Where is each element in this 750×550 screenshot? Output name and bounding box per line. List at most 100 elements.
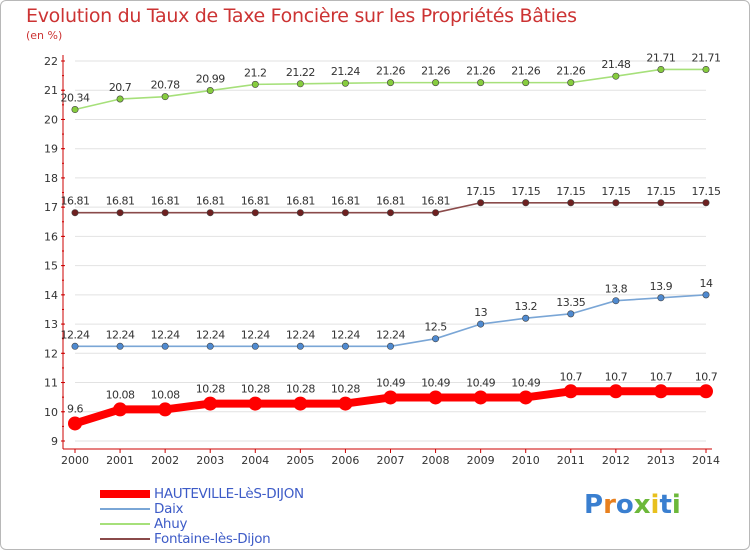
x-tick-label: 2007 (377, 454, 405, 467)
y-tick-label: 22 (44, 55, 58, 68)
data-point (293, 396, 308, 411)
data-label: 17.15 (556, 185, 585, 198)
data-label: 12.24 (196, 328, 225, 341)
y-tick-label: 15 (44, 260, 58, 273)
data-point (206, 209, 214, 217)
data-point (341, 209, 349, 217)
data-label: 16.81 (151, 195, 180, 208)
logo-letter: i (671, 490, 681, 520)
proxiti-logo: Proxiti (584, 490, 681, 520)
data-point (612, 199, 620, 207)
data-label: 20.78 (151, 79, 180, 92)
data-label: 12.24 (286, 328, 315, 341)
data-point (522, 79, 530, 87)
data-label: 16.81 (331, 195, 360, 208)
logo-letter: t (659, 490, 672, 520)
data-point (386, 342, 394, 350)
data-label: 12.24 (331, 328, 360, 341)
data-point (296, 342, 304, 350)
data-point (563, 384, 578, 399)
data-label: 16.81 (196, 195, 225, 208)
data-label: 9.6 (67, 402, 83, 415)
data-label: 13.35 (556, 296, 585, 309)
x-tick-label: 2003 (196, 454, 224, 467)
data-label: 12.24 (376, 328, 405, 341)
data-label: 21.71 (692, 51, 721, 64)
data-point (296, 80, 304, 88)
data-point (251, 342, 259, 350)
data-point (477, 199, 485, 207)
data-point (116, 342, 124, 350)
legend-item-hauteville: HAUTEVILLE-LèS-DIJON (100, 486, 304, 502)
data-label: 20.34 (61, 92, 90, 105)
data-point (567, 310, 575, 318)
data-point (653, 384, 668, 399)
legend-label: Ahuy (154, 515, 188, 532)
data-point (612, 72, 620, 80)
data-label: 16.81 (376, 195, 405, 208)
data-point (477, 79, 485, 87)
data-label: 10.7 (650, 370, 673, 383)
x-tick-label: 2013 (647, 454, 675, 467)
data-label: 16.81 (241, 195, 270, 208)
data-label: 10.28 (241, 383, 270, 396)
legend-swatch (100, 489, 150, 498)
logo-letter: x (633, 490, 651, 520)
data-label: 17.15 (466, 185, 495, 198)
y-tick-label: 21 (44, 84, 58, 97)
y-tick-label: 13 (44, 318, 58, 331)
data-label: 21.22 (286, 66, 315, 79)
data-point (657, 65, 665, 73)
chart-title: Evolution du Taux de Taxe Foncière sur l… (26, 5, 577, 27)
legend-item-ahuy: Ahuy (100, 515, 304, 532)
data-point (296, 209, 304, 217)
y-tick-label: 11 (44, 377, 58, 390)
logo-letter: i (650, 490, 660, 520)
x-tick-label: 2001 (106, 454, 134, 467)
data-point (248, 396, 263, 411)
data-label: 20.7 (109, 81, 132, 94)
data-point (477, 320, 485, 328)
data-label: 21.26 (556, 65, 585, 78)
data-point (383, 390, 398, 405)
data-label: 13 (474, 306, 487, 319)
data-point (251, 80, 259, 88)
data-label: 21.26 (511, 65, 540, 78)
logo-letter: o (615, 490, 634, 520)
data-point (657, 199, 665, 207)
legend: HAUTEVILLE-LèS-DIJON Daix Ahuy Fontaine-… (100, 486, 304, 547)
data-point (518, 390, 533, 405)
data-label: 13.8 (605, 283, 628, 296)
data-label: 21.24 (331, 65, 360, 78)
data-point (702, 291, 710, 299)
data-label: 10.08 (106, 388, 135, 401)
legend-label: Fontaine-lès-Dijon (154, 530, 271, 547)
data-point (203, 396, 218, 411)
data-point (251, 209, 259, 217)
data-label: 12.5 (424, 321, 447, 334)
data-label: 21.71 (646, 51, 675, 64)
data-label: 13.2 (514, 300, 537, 313)
data-label: 12.24 (61, 328, 90, 341)
data-point (612, 297, 620, 305)
y-tick-label: 16 (44, 230, 58, 243)
legend-label: Daix (154, 500, 184, 517)
data-point (161, 93, 169, 101)
data-point (71, 209, 79, 217)
x-tick-label: 2008 (422, 454, 450, 467)
data-point (699, 384, 713, 399)
data-label: 12.24 (151, 328, 180, 341)
data-label: 13.9 (650, 280, 673, 293)
data-label: 10.49 (421, 376, 450, 389)
data-label: 14 (700, 277, 713, 290)
data-label: 16.81 (61, 195, 90, 208)
y-tick-label: 12 (44, 347, 58, 360)
data-label: 10.49 (511, 376, 540, 389)
data-label: 21.26 (376, 65, 405, 78)
data-label: 10.49 (376, 376, 405, 389)
x-tick-label: 2005 (286, 454, 314, 467)
data-label: 16.81 (286, 195, 315, 208)
data-point (522, 199, 530, 207)
x-tick-label: 2009 (467, 454, 495, 467)
